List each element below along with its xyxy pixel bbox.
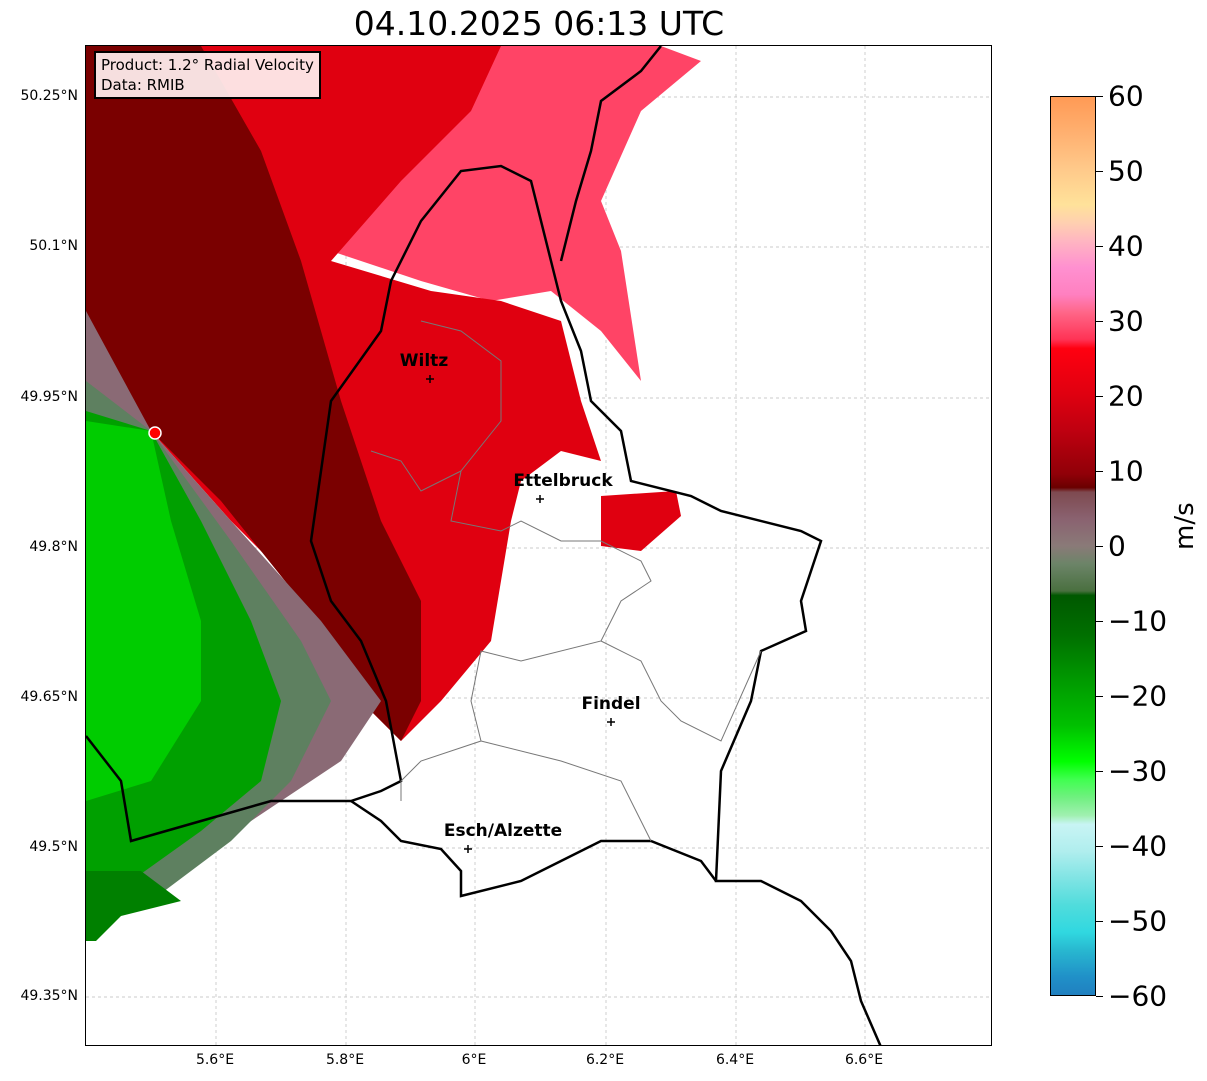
colorbar-tick-mark [1096, 696, 1103, 697]
lon-tick: 6.4°E [715, 1052, 755, 1068]
city-label-wiltz: Wiltz [399, 351, 449, 371]
colorbar-tick-mark [1096, 396, 1103, 397]
echo-red-cell [601, 491, 681, 551]
city-label-esch: Esch/Alzette [443, 821, 563, 841]
colorbar-tick-label: −20 [1108, 679, 1168, 713]
colorbar-unit: m/s [1170, 502, 1200, 550]
colorbar-tick-label: 50 [1108, 154, 1144, 188]
colorbar-tick-mark [1096, 546, 1103, 547]
echo-darkgreen [86, 871, 181, 941]
colorbar-tick-label: 60 [1108, 79, 1144, 113]
lat-tick: 49.35°N [20, 988, 78, 1004]
product-label: Product: 1.2° Radial Velocity [101, 56, 314, 74]
lat-tick: 50.25°N [20, 88, 78, 104]
colorbar-tick-mark [1096, 246, 1103, 247]
echo-brightgreen [86, 421, 201, 801]
colorbar-tick-label: 0 [1108, 529, 1126, 563]
colorbar-tick-mark [1096, 846, 1103, 847]
lat-tick: 49.65°N [20, 689, 78, 705]
east-border-north [559, 46, 662, 262]
lat-tick: 49.95°N [20, 389, 78, 405]
city-markers [426, 375, 615, 853]
colorbar-tick-mark [1096, 921, 1103, 922]
south-border [350, 799, 717, 898]
lon-tick: 6.2°E [585, 1052, 625, 1068]
city-label-findel: Findel [581, 694, 641, 714]
lon-tick: 5.8°E [325, 1052, 365, 1068]
colorbar-tick-label: −10 [1108, 604, 1168, 638]
colorbar-tick-mark [1096, 96, 1103, 97]
colorbar [1050, 96, 1096, 996]
data-source-label: Data: RMIB [101, 76, 185, 94]
lat-tick: 49.8°N [29, 539, 78, 555]
colorbar-tick-mark [1096, 321, 1103, 322]
city-label-ettelbruck: Ettelbruck [513, 471, 613, 491]
colorbar-tick-label: −50 [1108, 904, 1168, 938]
colorbar-tick-mark [1096, 621, 1103, 622]
radar-site-marker [148, 426, 162, 440]
country-borders [86, 46, 882, 1045]
lon-tick: 6°E [461, 1052, 487, 1068]
colorbar-tick-mark [1096, 771, 1103, 772]
lon-tick: 5.6°E [195, 1052, 235, 1068]
luxembourg-border [86, 164, 882, 1045]
colorbar-tick-label: 40 [1108, 229, 1144, 263]
radar-echoes [86, 46, 701, 941]
echo-darkred [86, 46, 421, 741]
chart-title: 04.10.2025 06:13 UTC [353, 4, 725, 43]
lat-tick: 49.5°N [29, 839, 78, 855]
radar-svg [86, 46, 991, 1045]
lat-tick: 50.1°N [29, 238, 78, 254]
colorbar-tick-label: 10 [1108, 454, 1144, 488]
colorbar-tick-mark [1096, 471, 1103, 472]
lon-tick: 6.6°E [844, 1052, 884, 1068]
colorbar-tick-mark [1096, 996, 1103, 997]
colorbar-tick-label: −40 [1108, 829, 1168, 863]
radar-map[interactable] [85, 45, 992, 1046]
colorbar-tick-label: 20 [1108, 379, 1144, 413]
colorbar-tick-label: −60 [1108, 979, 1168, 1013]
colorbar-tick-label: 30 [1108, 304, 1144, 338]
canton-borders [370, 320, 762, 842]
info-box: Product: 1.2° Radial Velocity Data: RMIB [94, 51, 321, 99]
colorbar-tick-label: −30 [1108, 754, 1168, 788]
colorbar-tick-mark [1096, 171, 1103, 172]
